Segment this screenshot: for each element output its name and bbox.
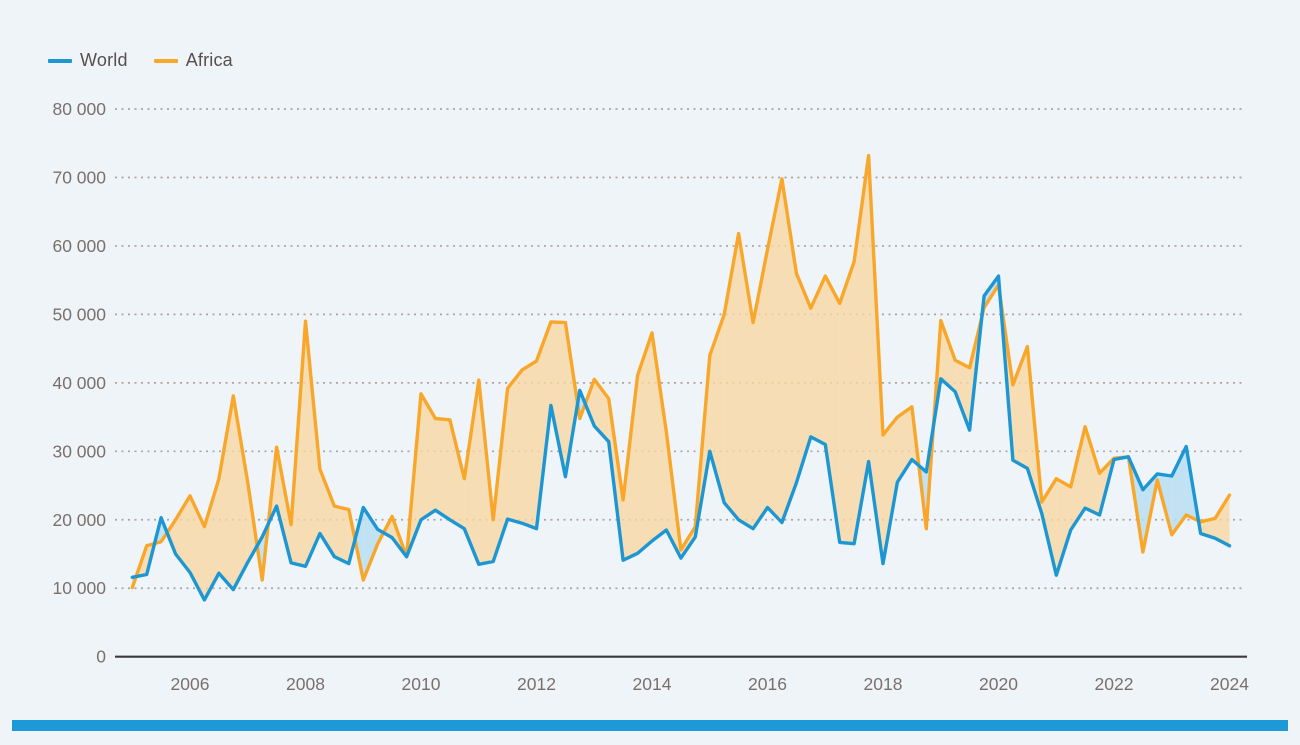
area-between-fill: [810, 276, 826, 445]
y-tick-label: 60 000: [52, 236, 106, 256]
area-between-fill: [652, 332, 667, 541]
y-tick-label: 20 000: [52, 510, 106, 530]
area-between-fill: [218, 395, 234, 590]
area-between-fill: [753, 249, 768, 529]
area-between-fill: [637, 332, 652, 554]
area-between-fill: [1171, 446, 1187, 535]
x-tick-label: 2020: [979, 674, 1018, 694]
area-between-fill: [709, 314, 725, 503]
area-between-fill: [1041, 478, 1057, 576]
x-tick-label: 2010: [402, 674, 441, 694]
legend: World Africa: [48, 50, 233, 71]
x-tick-label: 2008: [286, 674, 325, 694]
area-between-fill: [940, 320, 956, 392]
area-between-fill: [883, 417, 898, 564]
area-between-fill: [464, 380, 479, 565]
x-tick-label: 2018: [864, 674, 903, 694]
africa-legend-swatch-icon: [153, 58, 178, 63]
area-between-fill: [1070, 426, 1086, 530]
x-tick-label: 2024: [1210, 674, 1249, 694]
area-between-fill: [435, 418, 450, 520]
area-between-fill: [1085, 426, 1100, 515]
y-tick-label: 30 000: [52, 441, 106, 461]
area-between-fill: [839, 261, 855, 544]
area-between-fill: [585, 379, 595, 426]
x-tick-label: 2014: [633, 674, 672, 694]
area-between-fill: [796, 273, 811, 483]
area-between-fill: [507, 369, 523, 524]
area-between-fill: [724, 233, 739, 520]
x-tick-label: 2022: [1095, 674, 1134, 694]
x-tick-label: 2016: [748, 674, 787, 694]
area-between-fill: [421, 393, 436, 520]
x-tick-label: 2012: [517, 674, 556, 694]
area-between-fill: [319, 469, 335, 557]
y-tick-label: 40 000: [52, 373, 106, 393]
area-between-fill: [449, 419, 465, 529]
area-between-fill: [1056, 478, 1071, 576]
area-between-fill: [334, 506, 349, 564]
area-between-fill: [781, 178, 797, 523]
world-legend-swatch-icon: [48, 58, 72, 63]
area-between-fill: [825, 276, 840, 543]
area-between-fill: [522, 361, 537, 529]
area-between-fill: [305, 321, 320, 567]
legend-label-world: World: [80, 50, 128, 70]
y-tick-label: 70 000: [52, 167, 106, 187]
y-tick-label: 0: [96, 647, 106, 667]
y-tick-label: 80 000: [52, 99, 106, 119]
area-between-fill: [767, 178, 782, 523]
y-tick-label: 50 000: [52, 304, 106, 324]
area-between-fill: [955, 360, 970, 431]
area-between-fill: [536, 321, 551, 529]
area-between-fill: [233, 395, 248, 590]
area-between-fill: [1215, 495, 1230, 546]
area-between-fill: [854, 155, 869, 544]
africa-line: [130, 153, 1232, 590]
area-between-fill: [276, 447, 292, 563]
y-tick-label: 10 000: [52, 578, 106, 598]
area-between-fill: [623, 375, 638, 561]
footer-accent-bar: [12, 720, 1288, 731]
area-between-fill: [565, 322, 578, 477]
area-between-fill: [204, 478, 219, 600]
world-line: [130, 274, 1232, 602]
legend-label-africa: Africa: [185, 50, 233, 70]
legend-item-africa: Africa: [153, 50, 233, 71]
legend-item-world: World: [48, 50, 128, 71]
x-tick-label: 2006: [171, 674, 210, 694]
area-between-fill: [550, 321, 566, 477]
